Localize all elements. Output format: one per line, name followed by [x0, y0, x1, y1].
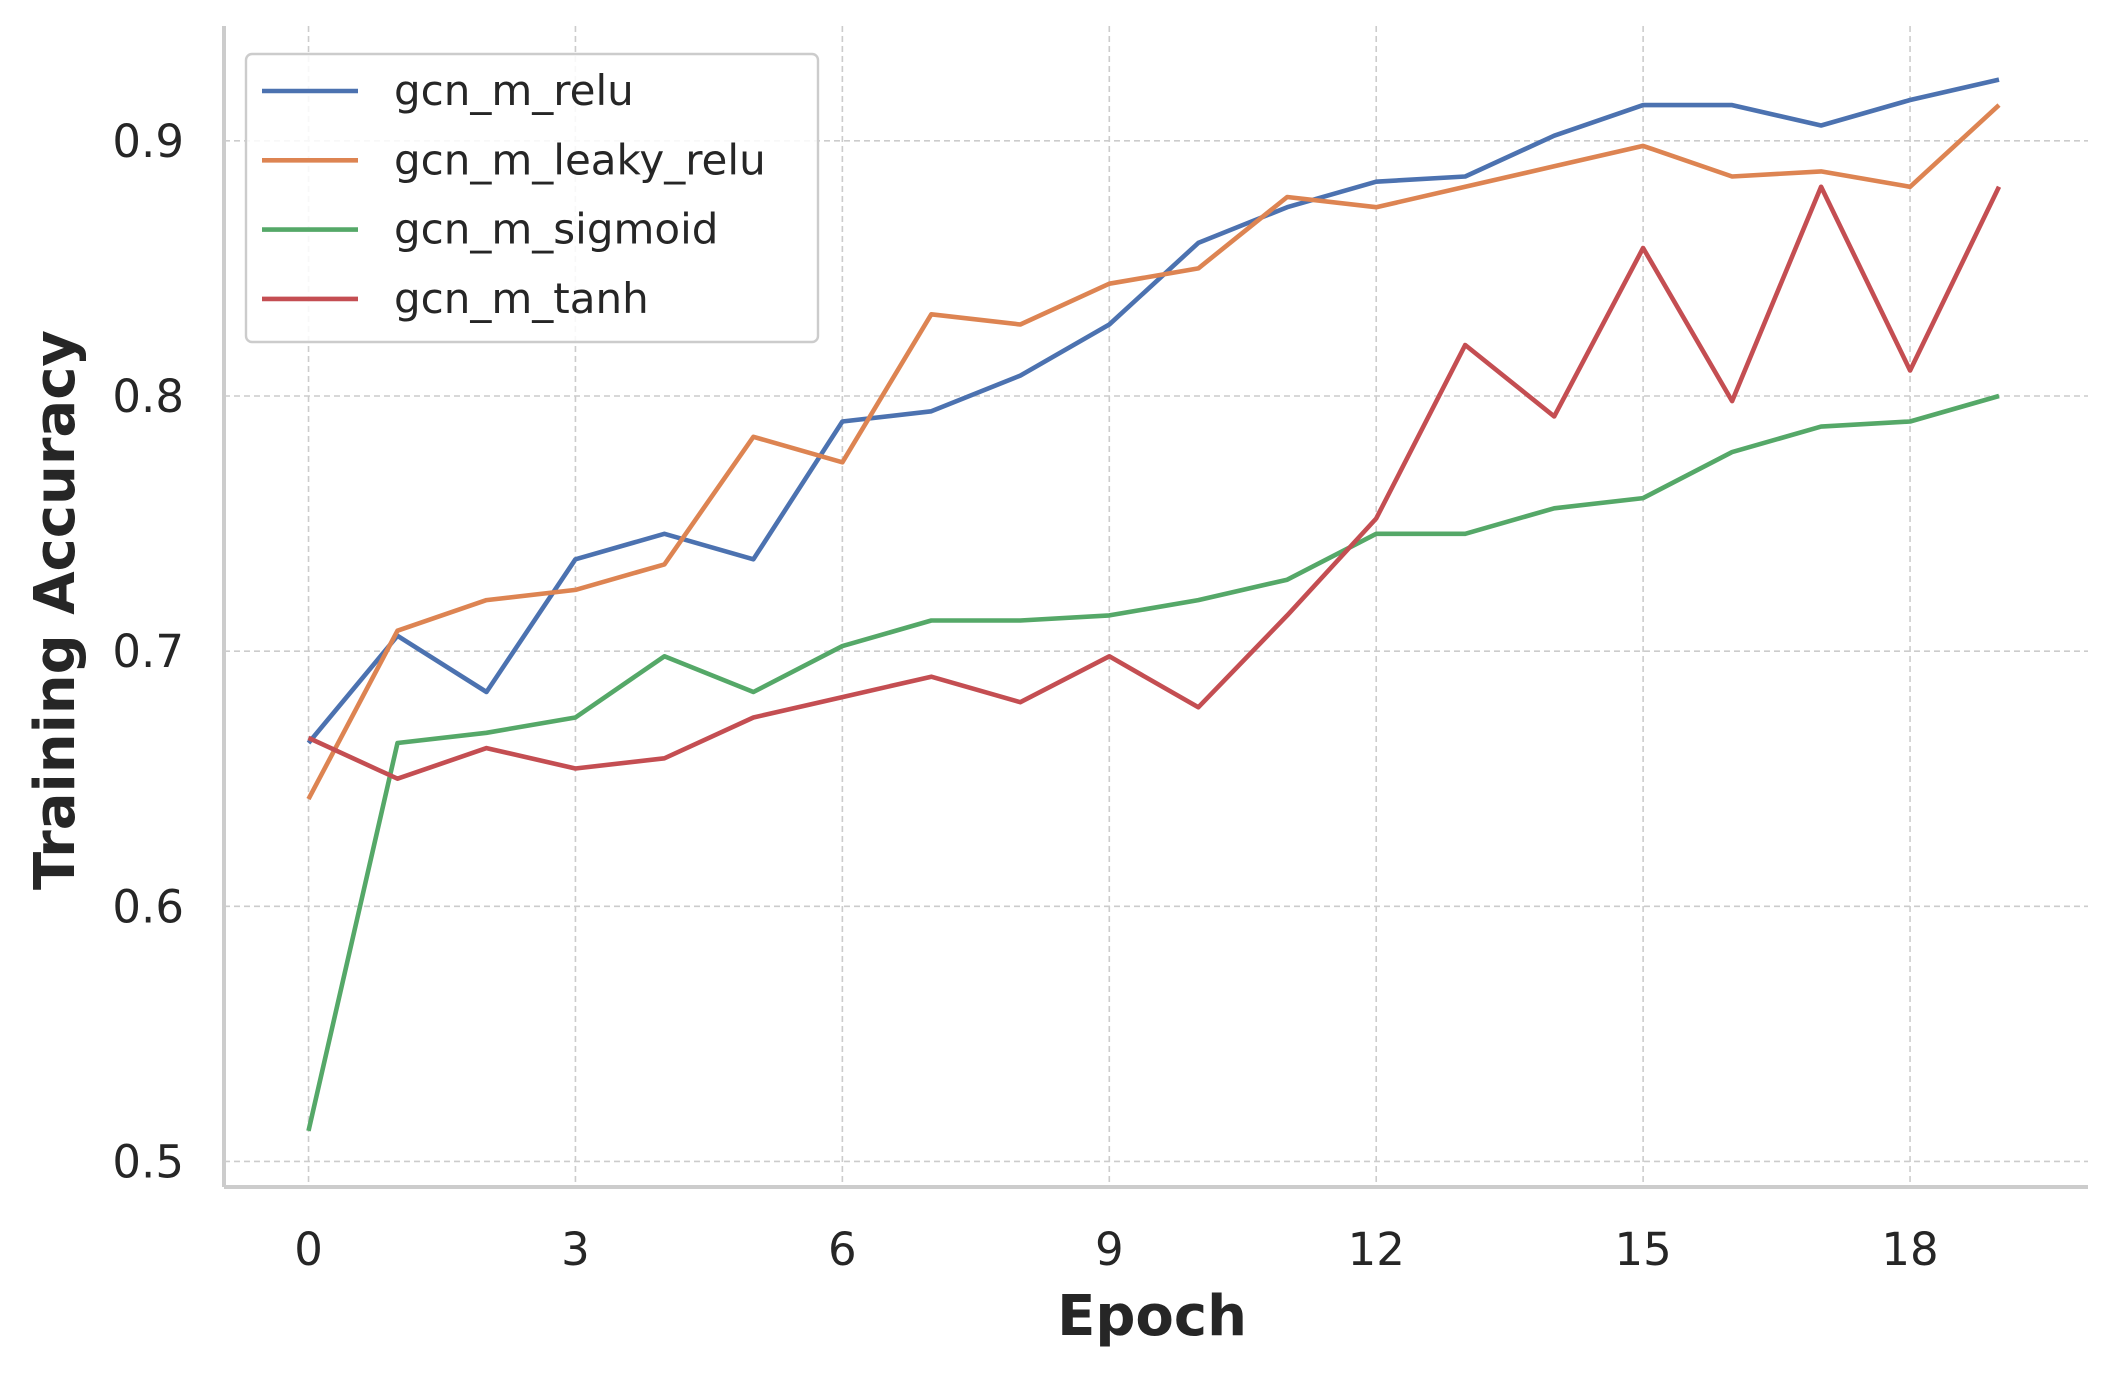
y-tick-label: 0.8: [112, 370, 184, 423]
x-tick-label: 18: [1881, 1223, 1938, 1276]
x-tick-label: 15: [1614, 1223, 1671, 1276]
axes: [222, 26, 2088, 1189]
y-axis-title: Training Accuracy: [23, 330, 88, 890]
series-line-gcn-m-tanh: [307, 184, 2002, 782]
legend-label: gcn_m_relu: [394, 66, 634, 115]
x-tick-label: 12: [1348, 1223, 1405, 1276]
legend-box: [244, 52, 820, 344]
tick-labels: 0 3 6 9 12 15 18 0.5 0.6 0.7 0.8 0.9: [112, 115, 1938, 1276]
y-tick-label: 0.7: [112, 625, 184, 678]
series-line-gcn-m-leaky-relu: [306, 103, 2001, 801]
x-tick-label: 9: [1095, 1223, 1124, 1276]
legend: gcn_m_relu gcn_m_leaky_relu gcn_m_sigmoidg…: [244, 52, 820, 344]
legend-label: gcn_m_tanh: [394, 274, 649, 323]
series-lines: [306, 77, 2002, 1132]
y-tick-label: 0.5: [112, 1135, 184, 1188]
grid: [224, 26, 2088, 1187]
y-tick-label: 0.6: [112, 880, 184, 933]
legend-label: gcn_m_leaky_relu: [394, 135, 766, 184]
series-line-gcn-m-sigmoid: [306, 393, 2000, 1132]
x-axis-title: Epoch: [1057, 1284, 1247, 1349]
x-tick-label: 6: [828, 1223, 857, 1276]
x-tick-label: 0: [294, 1223, 323, 1276]
x-tick-label: 3: [561, 1223, 590, 1276]
series-line-gcn-m-relu: [306, 77, 2000, 745]
y-tick-label: 0.9: [112, 115, 184, 168]
legend-label: gcn_m_sigmoid: [394, 205, 718, 254]
